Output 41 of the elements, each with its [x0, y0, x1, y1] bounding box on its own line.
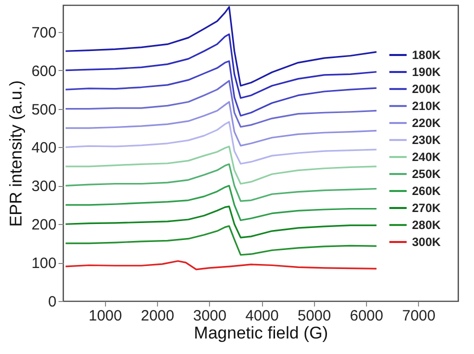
line-series [64, 146, 378, 185]
legend-label: 240K [412, 150, 442, 164]
y-tick-label: 300 [31, 178, 56, 196]
legend-label: 180K [412, 48, 442, 62]
x-tick-label: 7000 [402, 308, 436, 324]
line-series [64, 80, 378, 128]
x-axis-title: Magnetic field (G) [194, 324, 328, 342]
legend-label: 250K [412, 167, 442, 181]
legend-label: 210K [412, 99, 442, 113]
y-tick-label: 0 [48, 294, 56, 310]
legend-label: 260K [412, 184, 442, 198]
y-tick-label: 400 [31, 140, 56, 157]
x-tick-label: 5000 [298, 308, 331, 324]
legend-label: 190K [412, 65, 442, 79]
legend-label: 200K [412, 82, 442, 96]
line-series [64, 163, 378, 202]
line-series [64, 33, 378, 99]
legend-label: 220K [412, 116, 442, 130]
line-series [64, 260, 378, 270]
y-axis-title: EPR intensity (a.u.) [6, 80, 26, 227]
y-tick-label: 500 [31, 101, 56, 118]
y-tick-label: 100 [31, 255, 56, 272]
x-tick-label: 6000 [350, 308, 384, 324]
line-series [64, 60, 378, 117]
line-series [64, 206, 378, 238]
line-series [64, 6, 378, 87]
x-tick-label: 2000 [140, 308, 174, 324]
y-tick-label: 700 [31, 24, 56, 42]
line-series [64, 184, 378, 222]
x-tick-label: 3000 [193, 308, 226, 324]
y-tick-label: 200 [31, 216, 56, 234]
x-tick-label: 4000 [245, 308, 279, 324]
legend-label: 300K [412, 235, 442, 249]
line-series [64, 225, 378, 256]
line-series [64, 101, 378, 146]
legend-label: 280K [412, 218, 442, 232]
line-series [64, 121, 378, 165]
legend-label: 230K [412, 133, 442, 147]
x-tick-label: 1000 [88, 308, 122, 324]
legend-label: 270K [412, 201, 442, 215]
y-tick-label: 600 [31, 62, 56, 80]
